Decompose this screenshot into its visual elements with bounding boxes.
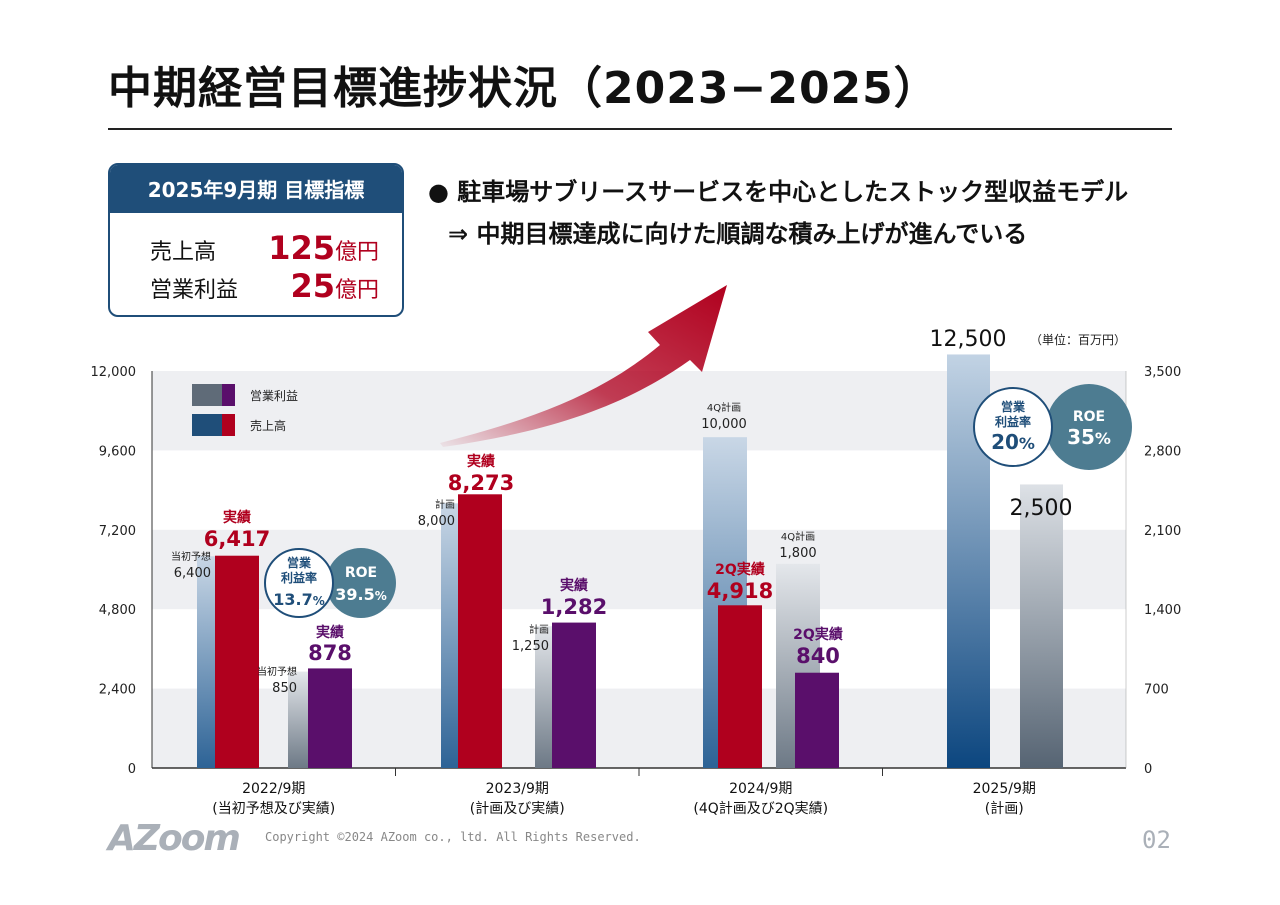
profit-plan-value: 850 [272,681,297,696]
margin-badge [264,548,334,618]
margin-label: 営業 [287,555,312,570]
revenue-actual-value: 8,273 [448,471,514,495]
azoom-logo: AZoom [108,818,241,859]
category-label: 2022/9期 [242,781,305,797]
profit-actual-value: 1,282 [541,595,607,619]
profit-actual-value: 878 [308,641,352,665]
right-tick-label: 3,500 [1144,365,1181,380]
target-box: 2025年9月期 目標指標 売上高 125億円 営業利益 25億円 [108,163,404,317]
revenue-plan-caption: 当初予想 [171,550,211,563]
bullet-line-1: ● 駐車場サブリースサービスを中心としたストック型収益モデル [428,178,1129,206]
left-tick-label: 0 [128,762,136,777]
target-unit: 億円 [335,240,380,265]
profit-plan-value: 2,500 [1010,496,1073,521]
target-heading: 2025年9月期 目標指標 [110,165,402,213]
right-tick-label: 700 [1144,683,1169,698]
bullet-line-2: ⇒ 中期目標達成に向けた順調な積み上げが進んでいる [448,220,1028,248]
profit-actual-bar [552,622,596,768]
title-divider [108,128,1172,130]
profit-plan-value: 1,250 [512,639,549,654]
profit-actual-caption: 実績 [316,624,344,641]
target-value: 25 [290,267,335,305]
margin-label: 利益率 [281,570,317,585]
page-title: 中期経営目標進捗状況（2023−2025） [108,63,939,114]
legend-label: 売上高 [250,418,286,433]
target-row-revenue: 売上高 125億円 [150,229,379,267]
right-tick-label: 1,400 [1144,603,1181,618]
revenue-actual-value: 6,417 [204,527,270,551]
revenue-actual-value: 4,918 [707,579,773,603]
right-tick-label: 2,800 [1144,444,1181,459]
profit-actual-bar [308,668,352,768]
roe-label: ROE [1073,409,1105,425]
profit-plan-bar [535,626,552,768]
profit-plan-value: 1,800 [779,546,816,561]
unit-note: （単位：百万円） [1030,332,1126,347]
revenue-plan-value: 12,500 [930,327,1007,352]
revenue-actual-caption: 2Q実績 [715,561,765,578]
revenue-plan-value: 6,400 [174,566,211,581]
revenue-plan-bar [441,503,458,768]
roe-badge [326,548,396,618]
profit-actual-value: 840 [796,644,840,668]
legend-swatch [192,414,222,436]
margin-label: 利益率 [995,414,1031,429]
revenue-plan-caption: 計画 [435,498,455,511]
profit-plan-caption: 当初予想 [257,665,297,678]
copyright-text: Copyright ©2024 AZoom co., ltd. All Righ… [265,830,641,844]
revenue-actual-caption: 実績 [467,453,495,470]
profit-plan-caption: 4Q計画 [781,530,815,543]
target-label: 営業利益 [150,278,239,303]
roe-value: 35% [1067,425,1111,449]
left-tick-label: 4,800 [99,603,136,618]
roe-label: ROE [345,565,377,581]
profit-plan-bar [1020,484,1063,768]
target-row-profit: 営業利益 25億円 [150,267,379,305]
revenue-plan-value: 8,000 [418,514,455,529]
legend-swatch [222,414,235,436]
revenue-actual-bar [718,605,762,768]
left-tick-label: 7,200 [99,524,136,539]
margin-value: 13.7% [273,590,325,609]
margin-label: 営業 [1001,399,1026,414]
target-value: 125 [268,229,335,267]
target-unit: 億円 [335,278,380,303]
category-label: (4Q計画及び2Q実績) [693,801,828,817]
category-label: (計画) [985,801,1024,817]
left-tick-label: 9,600 [99,444,136,459]
legend-swatch [222,384,235,406]
profit-actual-caption: 実績 [560,577,588,594]
right-tick-label: 2,100 [1144,524,1181,539]
legend-label: 営業利益 [250,389,298,403]
category-label: 2025/9期 [973,781,1036,797]
category-label: (計画及び実績) [470,801,565,817]
category-label: 2024/9期 [729,781,792,797]
roe-value: 39.5% [335,585,387,604]
revenue-actual-bar [215,555,259,768]
left-tick-label: 2,400 [99,683,136,698]
page-number: 02 [1142,826,1171,854]
revenue-actual-caption: 実績 [223,509,251,526]
legend-swatch [192,384,222,406]
margin-badge [973,387,1053,467]
revenue-actual-bar [458,494,502,768]
roe-badge [1046,384,1132,470]
margin-value: 20% [991,430,1035,454]
revenue-plan-value: 10,000 [701,417,747,432]
left-tick-label: 12,000 [91,365,137,380]
profit-plan-bar [288,671,308,768]
profit-actual-caption: 2Q実績 [793,626,843,643]
category-label: (当初予想及び実績) [212,800,335,817]
revenue-plan-caption: 4Q計画 [707,401,741,414]
growth-arrow [440,285,727,447]
target-label: 売上高 [150,240,217,265]
profit-actual-bar [795,672,839,768]
profit-plan-caption: 計画 [529,623,549,636]
category-label: 2023/9期 [486,781,549,797]
right-tick-label: 0 [1144,762,1152,777]
